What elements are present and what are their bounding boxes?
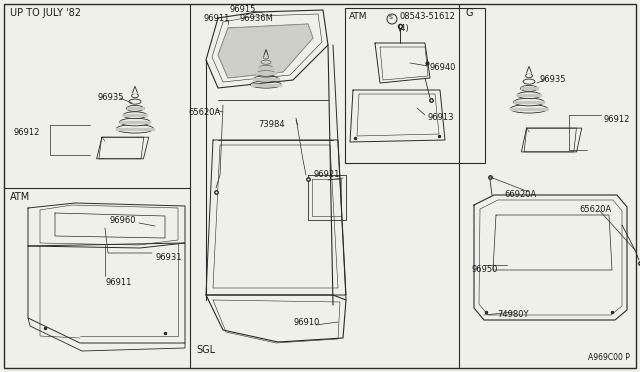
Polygon shape — [527, 66, 532, 73]
Text: ATM: ATM — [349, 12, 367, 21]
Ellipse shape — [256, 71, 276, 76]
Ellipse shape — [120, 118, 150, 126]
Text: 96911: 96911 — [105, 278, 131, 287]
Polygon shape — [510, 108, 548, 110]
Text: 96950: 96950 — [472, 265, 499, 274]
Text: 96915: 96915 — [230, 5, 256, 14]
Text: 65620A: 65620A — [188, 108, 220, 117]
Text: 96910: 96910 — [293, 318, 319, 327]
Polygon shape — [120, 121, 150, 123]
Text: 96935: 96935 — [98, 93, 125, 102]
Ellipse shape — [520, 86, 538, 92]
Text: 74980Y: 74980Y — [497, 310, 529, 319]
Text: 96911: 96911 — [203, 14, 229, 23]
Ellipse shape — [523, 79, 535, 84]
Text: A969C00 P: A969C00 P — [588, 353, 630, 362]
Text: 96960: 96960 — [110, 216, 136, 225]
Bar — [345, 8, 485, 163]
Text: 96921: 96921 — [313, 170, 339, 179]
Ellipse shape — [263, 55, 269, 59]
Polygon shape — [517, 94, 541, 96]
Text: G: G — [465, 8, 472, 18]
Text: 96931: 96931 — [155, 253, 182, 262]
Ellipse shape — [116, 125, 154, 133]
Ellipse shape — [129, 99, 141, 104]
Ellipse shape — [127, 105, 143, 111]
Polygon shape — [132, 86, 138, 93]
Text: 96913: 96913 — [427, 113, 454, 122]
Ellipse shape — [132, 93, 138, 98]
Ellipse shape — [259, 65, 273, 70]
Polygon shape — [514, 101, 544, 103]
Text: 96912: 96912 — [14, 128, 40, 137]
Text: 96936M: 96936M — [240, 14, 274, 23]
Ellipse shape — [517, 92, 541, 99]
Ellipse shape — [253, 76, 278, 82]
Text: 96940: 96940 — [430, 63, 456, 72]
Ellipse shape — [123, 112, 147, 119]
Polygon shape — [218, 24, 313, 78]
Text: ATM: ATM — [10, 192, 30, 202]
Text: 96935: 96935 — [539, 75, 566, 84]
Text: 73984: 73984 — [258, 120, 285, 129]
Polygon shape — [123, 114, 147, 116]
Polygon shape — [116, 128, 154, 130]
Polygon shape — [253, 78, 278, 80]
Ellipse shape — [525, 74, 532, 78]
Polygon shape — [256, 73, 276, 74]
Text: SGL: SGL — [196, 345, 215, 355]
Polygon shape — [520, 87, 538, 89]
Text: 96912: 96912 — [604, 115, 630, 124]
Polygon shape — [127, 108, 143, 109]
Ellipse shape — [514, 98, 544, 106]
Text: 08543-51612: 08543-51612 — [399, 12, 455, 21]
Ellipse shape — [261, 60, 271, 64]
Ellipse shape — [251, 81, 282, 88]
Text: (4): (4) — [397, 24, 409, 33]
Text: 66920A: 66920A — [504, 190, 536, 199]
Polygon shape — [259, 67, 273, 69]
Text: UP TO JULY '82: UP TO JULY '82 — [10, 8, 81, 18]
Polygon shape — [264, 49, 268, 55]
Ellipse shape — [510, 105, 548, 113]
Polygon shape — [251, 84, 282, 86]
Text: S: S — [389, 15, 393, 20]
Text: 65620A: 65620A — [579, 205, 611, 214]
